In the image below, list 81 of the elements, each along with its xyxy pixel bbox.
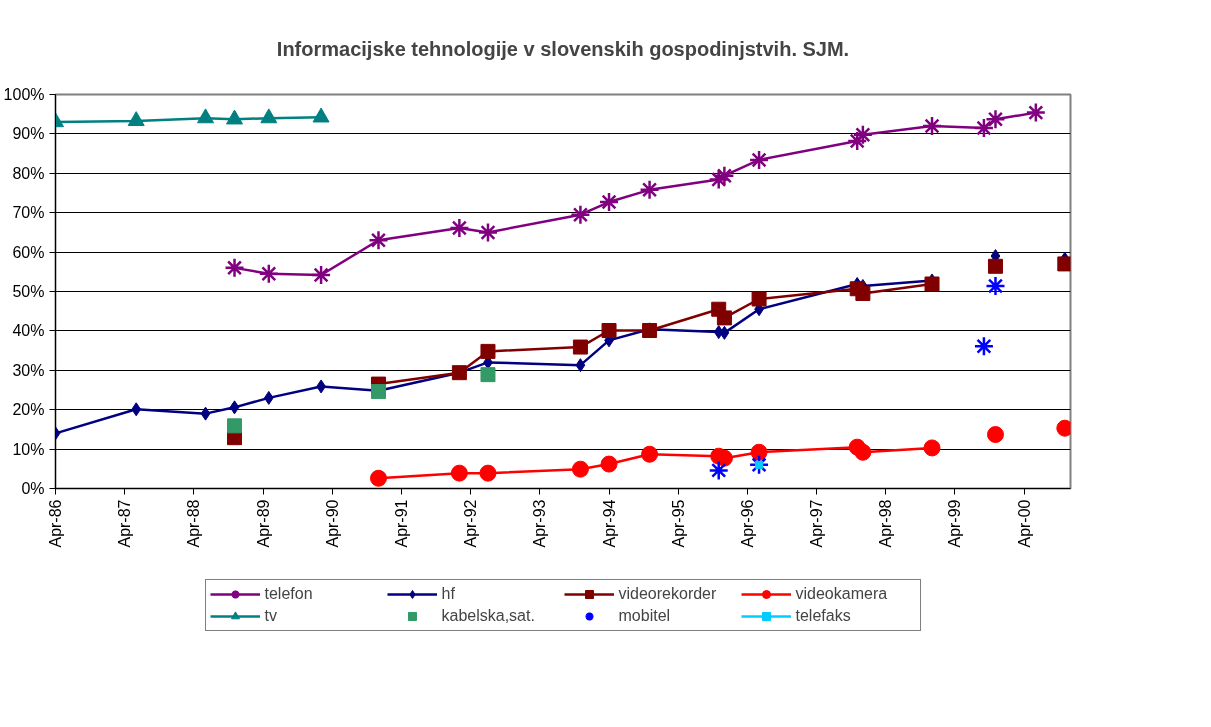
point [1025, 102, 1047, 123]
legend-label: tv [264, 607, 278, 625]
point [985, 275, 1006, 297]
point [449, 217, 470, 239]
point [600, 455, 618, 473]
x-tick-label: Apr-95 [669, 499, 687, 548]
point [923, 439, 941, 457]
chart-title: Informacijske tehnologije v slovenskih gospodinjstvih. SJM. [276, 37, 850, 60]
point [450, 464, 468, 482]
point [131, 402, 142, 417]
point [985, 109, 1006, 130]
point [750, 443, 768, 461]
point [708, 460, 729, 481]
point [200, 406, 211, 421]
x-tick-label: Apr-93 [531, 499, 549, 548]
y-tick-label: 100% [3, 86, 45, 103]
point [598, 191, 620, 213]
point [263, 390, 274, 405]
y-tick-label: 50% [12, 283, 45, 300]
point [987, 258, 1003, 274]
x-tick-label: Apr-90 [323, 499, 341, 548]
legend-label: mobitel [618, 607, 672, 625]
point [480, 367, 496, 383]
x-tick-label: Apr-91 [392, 499, 410, 548]
legend-label: kabelska,sat. [441, 607, 536, 625]
point [986, 426, 1004, 444]
point [229, 400, 240, 415]
y-tick-label: 90% [12, 125, 45, 143]
point [973, 336, 995, 357]
y-tick-label: 80% [12, 164, 45, 182]
x-tick-label: Apr-00 [1015, 499, 1033, 548]
x-tick-label: Apr-98 [877, 499, 895, 548]
point [479, 464, 497, 482]
x-tick-label: Apr-97 [808, 499, 826, 548]
point [751, 291, 767, 307]
point [1057, 256, 1071, 272]
point [369, 469, 387, 487]
x-tick-label: Apr-86 [47, 499, 64, 548]
y-tick-label: 60% [12, 243, 45, 261]
x-tick-label: Apr-87 [116, 499, 134, 548]
point [310, 264, 332, 286]
point [716, 310, 732, 326]
point [748, 149, 770, 171]
legend-label: videokamera [795, 585, 889, 603]
y-tick-label: 70% [12, 204, 45, 222]
point [924, 276, 940, 292]
x-tick-label: Apr-96 [739, 499, 757, 548]
point [258, 263, 280, 285]
point [127, 111, 145, 127]
point [639, 179, 660, 201]
point [854, 443, 872, 461]
point [973, 117, 995, 139]
point [477, 222, 499, 243]
point [571, 460, 589, 478]
point [748, 454, 770, 476]
point [227, 418, 243, 434]
point [855, 285, 871, 301]
y-tick-label: 10% [12, 440, 45, 458]
legend-label: videorekorder [618, 585, 718, 603]
point [719, 325, 730, 340]
point [921, 115, 943, 137]
point [480, 343, 496, 359]
y-tick-label: 20% [12, 401, 45, 419]
point [575, 358, 586, 373]
point [572, 339, 588, 355]
point [224, 257, 245, 279]
legend-label: telefon [264, 585, 314, 603]
x-tick-label: Apr-92 [462, 499, 480, 548]
point [570, 204, 591, 225]
point [641, 445, 659, 463]
legend-label: hf [441, 585, 456, 603]
x-tick-label: Apr-99 [946, 499, 964, 548]
point [601, 323, 617, 339]
x-tick-label: Apr-89 [254, 499, 272, 548]
x-tick-label: Apr-94 [600, 499, 618, 548]
point [368, 230, 389, 251]
legend-label: telefaks [795, 607, 852, 625]
y-tick-label: 0% [21, 480, 45, 497]
x-tick-label: Apr-88 [185, 499, 203, 548]
y-tick-label: 40% [12, 322, 45, 340]
y-tick-label: 30% [12, 361, 45, 379]
